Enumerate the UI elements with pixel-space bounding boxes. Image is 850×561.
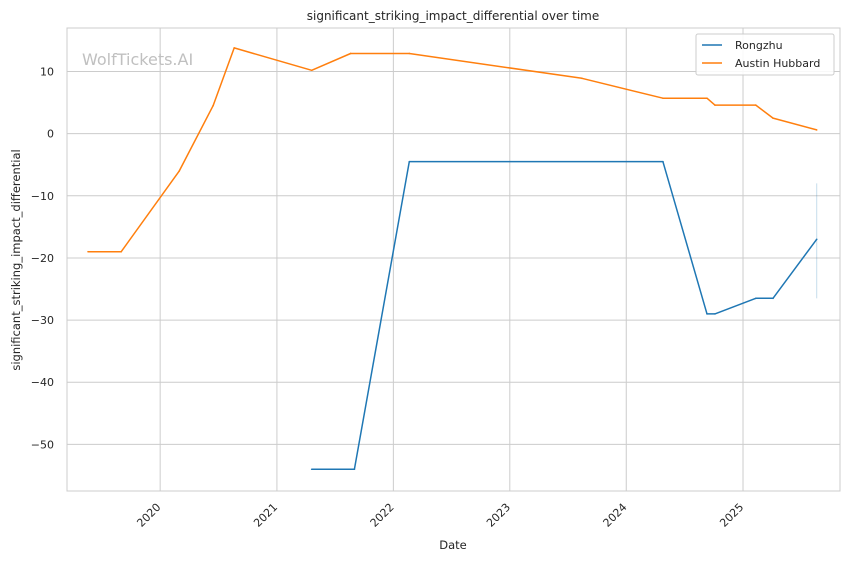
plot-frame — [66, 27, 841, 492]
data-point — [714, 313, 716, 315]
data-point — [310, 468, 313, 471]
data-point — [178, 170, 181, 172]
series-layer — [87, 47, 818, 471]
data-point — [408, 52, 411, 55]
data-point — [772, 117, 774, 119]
data-point — [706, 313, 708, 315]
y-tick-label: −50 — [31, 438, 54, 451]
data-point — [408, 160, 411, 163]
chart-title: significant_striking_impact_differential… — [307, 9, 599, 23]
legend-label: Rongzhu — [735, 39, 783, 52]
data-point — [772, 297, 774, 300]
y-tick-labels: 10 0 −10 −20 −30 −40 −50 — [31, 66, 54, 452]
data-point — [815, 238, 818, 241]
y-tick-label: −30 — [31, 314, 54, 327]
legend-box — [695, 33, 835, 76]
data-point — [662, 160, 664, 163]
data-point — [349, 52, 352, 55]
y-tick-label: −10 — [31, 190, 54, 203]
y-tick-label: −20 — [31, 252, 54, 265]
data-point — [754, 104, 757, 106]
data-point — [120, 250, 123, 253]
y-tick-label: 10 — [40, 66, 54, 79]
y-tick-label: −40 — [31, 376, 54, 389]
legend: Rongzhu Austin Hubbard — [695, 33, 835, 76]
data-point — [714, 104, 716, 106]
data-point — [815, 129, 818, 131]
y-tick-label: 0 — [47, 128, 54, 141]
data-point — [87, 250, 89, 253]
data-point — [353, 468, 356, 471]
legend-items: Rongzhu Austin Hubbard — [702, 39, 820, 70]
watermark: WolfTickets.AI — [82, 50, 193, 69]
data-point — [754, 297, 757, 300]
data-point — [310, 69, 313, 72]
data-point — [581, 77, 583, 80]
x-axis-label: Date — [439, 538, 467, 552]
data-point — [212, 104, 214, 107]
data-point — [706, 97, 708, 100]
y-axis-label: significant_striking_impact_differential — [9, 149, 23, 370]
data-point — [662, 97, 664, 100]
data-point — [233, 47, 235, 49]
legend-label: Austin Hubbard — [735, 57, 820, 70]
